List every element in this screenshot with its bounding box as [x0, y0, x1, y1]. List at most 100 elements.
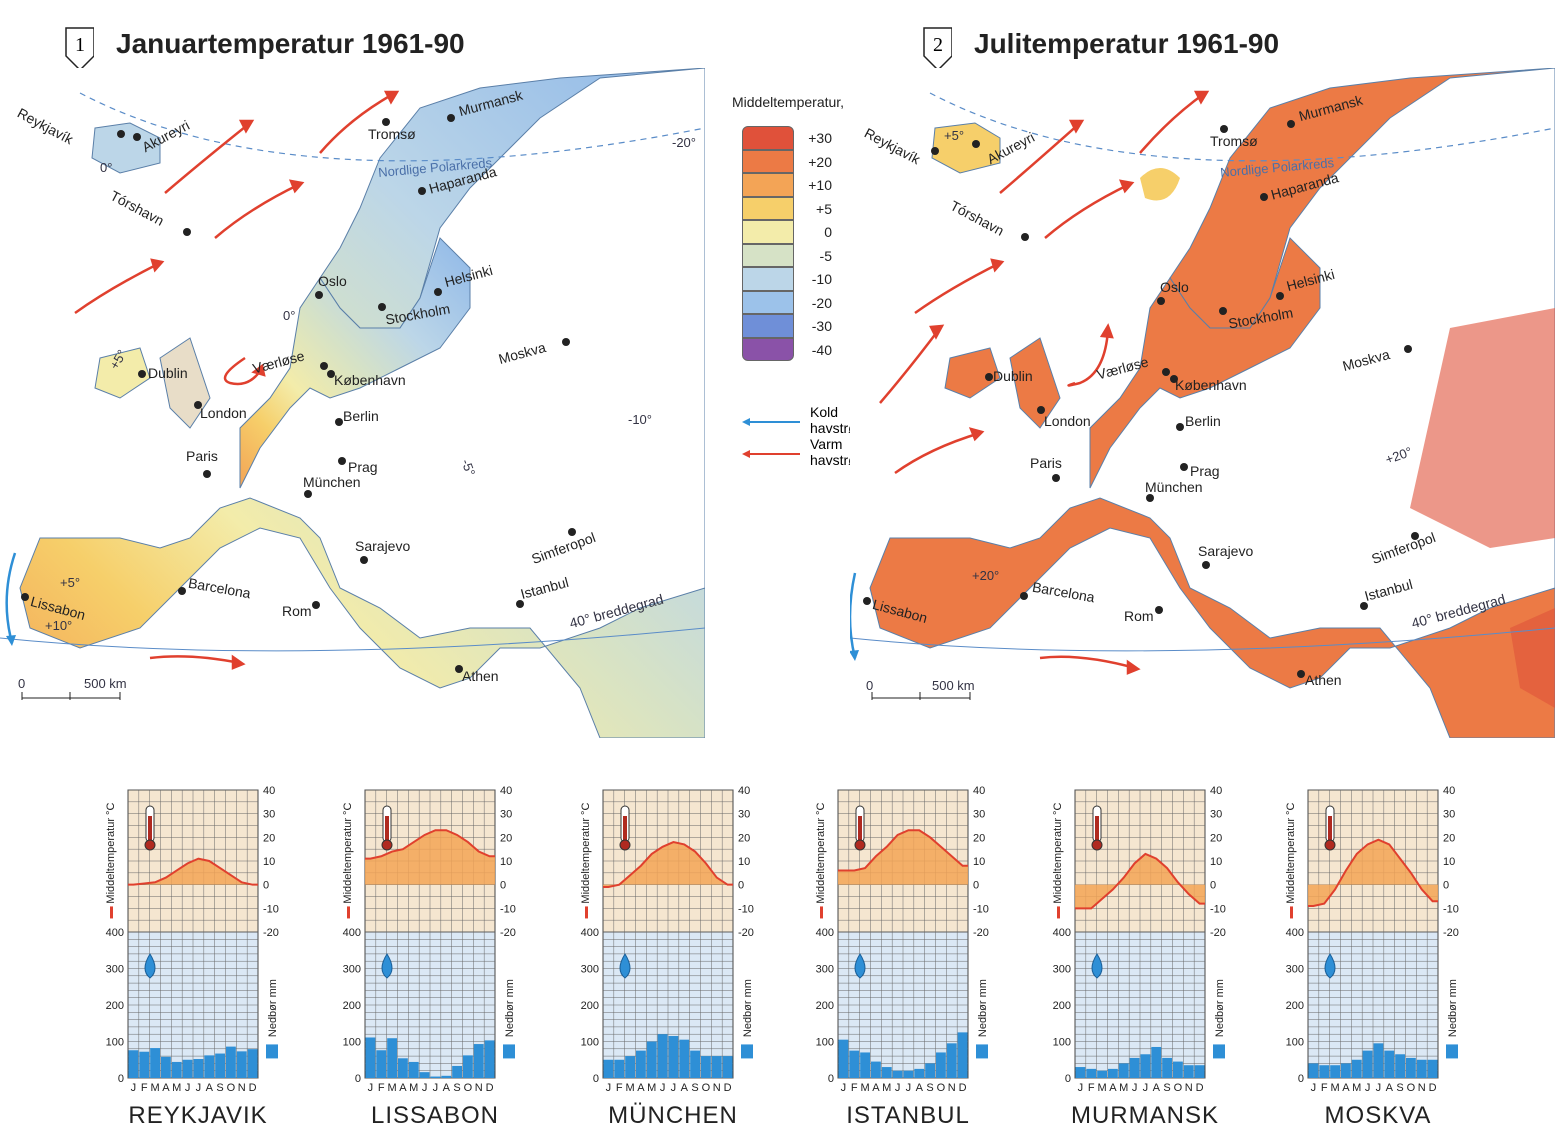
precipitation-bar	[603, 1059, 614, 1078]
precipitation-bar	[849, 1050, 860, 1078]
isotherm-label: -20°	[672, 135, 696, 150]
precipitation-bar	[657, 1034, 668, 1078]
city-marker	[1037, 406, 1045, 414]
temperature-tick: -10	[263, 903, 279, 915]
map-2-july	[850, 68, 1555, 738]
temperature-legend-mark	[820, 906, 823, 919]
precipitation-bar	[860, 1052, 870, 1078]
month-label: D	[1196, 1082, 1204, 1094]
month-label: M	[409, 1082, 418, 1094]
precipitation-bar	[1330, 1065, 1340, 1078]
precipitation-bar	[193, 1059, 204, 1078]
precipitation-bar	[376, 1050, 387, 1078]
temperature-tick: 0	[1443, 880, 1449, 892]
precipitation-tick: 100	[1053, 1037, 1071, 1049]
precipitation-tick: 400	[816, 927, 834, 939]
precipitation-tick: 0	[355, 1073, 361, 1085]
month-label: N	[475, 1082, 483, 1094]
precipitation-axis-title: Nedbør mm	[1214, 979, 1226, 1037]
month-label: D	[724, 1082, 732, 1094]
raindrop-icon	[144, 953, 156, 979]
city-marker	[434, 288, 442, 296]
temperature-tick: -20	[500, 927, 516, 939]
temperature-tick: 10	[263, 856, 275, 868]
city-label-tromso: Tromsø	[1210, 133, 1258, 149]
map-2-number: 2	[933, 34, 943, 56]
precipitation-axis-title: Nedbør mm	[504, 979, 516, 1037]
city-marker	[178, 587, 186, 595]
temperature-tick: 40	[500, 785, 512, 797]
month-label: F	[1321, 1082, 1328, 1094]
precipitation-bar	[419, 1072, 430, 1078]
city-label-dublin: Dublin	[993, 368, 1033, 384]
month-label: J	[895, 1082, 901, 1094]
city-marker	[117, 130, 125, 138]
city-marker	[562, 338, 570, 346]
cold-current-arrow-icon	[742, 418, 800, 426]
precipitation-tick: 0	[828, 1073, 834, 1085]
precipitation-tick: 0	[118, 1073, 124, 1085]
month-label: F	[851, 1082, 858, 1094]
precipitation-bar	[1183, 1065, 1194, 1078]
map-2-scale-zero: 0	[866, 678, 874, 693]
month-label: J	[131, 1082, 137, 1094]
city-label-kobenhavn: København	[1175, 377, 1247, 393]
month-label: S	[1163, 1082, 1170, 1094]
month-label: S	[691, 1082, 698, 1094]
precipitation-bar	[161, 1056, 171, 1078]
temperature-tick: 40	[263, 785, 275, 797]
temperature-line	[1075, 852, 1205, 910]
month-label: J	[1365, 1082, 1371, 1094]
city-marker	[1180, 463, 1188, 471]
legend-label: +30	[808, 130, 832, 146]
city-label-athen: Athen	[1305, 672, 1342, 688]
precipitation-tick: 300	[1053, 964, 1071, 976]
legend-label: -10	[811, 271, 832, 287]
temperature-legend: Middeltemperatur, °C +30 +20 +10 +5 0 -5 -10 -2…	[730, 92, 890, 492]
month-label: N	[948, 1082, 956, 1094]
precipitation-tick: 0	[593, 1073, 599, 1085]
month-label: J	[906, 1082, 912, 1094]
city-marker	[1146, 494, 1154, 502]
temperature-tick: -20	[1210, 927, 1226, 939]
month-label: A	[1342, 1082, 1350, 1094]
precipitation-bar	[226, 1046, 236, 1078]
precipitation-bar	[1373, 1043, 1384, 1078]
city-marker	[1020, 592, 1028, 600]
precipitation-bar	[473, 1044, 484, 1078]
isotherm-label: +5°	[944, 128, 965, 143]
city-label-london: London	[200, 405, 247, 421]
month-label: M	[1352, 1082, 1361, 1094]
month-label: J	[1143, 1082, 1149, 1094]
precipitation-tick: 200	[816, 1000, 834, 1012]
precipitation-bar	[1140, 1054, 1151, 1078]
isotherm-label: 0°	[283, 308, 296, 323]
temperature-legend-mark	[1057, 906, 1060, 919]
legend-label: +5	[816, 200, 832, 217]
temperature-tick: 20	[263, 832, 275, 844]
temperature-tick: 30	[738, 809, 750, 821]
city-marker	[312, 601, 320, 609]
month-label: J	[185, 1082, 191, 1094]
precipitation-bar	[936, 1052, 946, 1078]
precipitation-axis-title: Nedbør mm	[267, 979, 279, 1037]
precipitation-bar	[1086, 1068, 1097, 1078]
temperature-tick: 30	[263, 809, 275, 821]
temperature-line	[128, 857, 258, 886]
precipitation-legend-mark	[503, 1044, 515, 1059]
month-label: F	[616, 1082, 623, 1094]
city-label-tromso: Tromsø	[368, 126, 416, 142]
thermometer-icon	[1091, 805, 1103, 851]
temperature-line	[838, 829, 968, 872]
city-marker	[1176, 423, 1184, 431]
month-label: A	[681, 1082, 689, 1094]
city-marker	[1404, 345, 1412, 353]
precipitation-axis-title: Nedbør mm	[1447, 979, 1459, 1037]
month-label: A	[399, 1082, 407, 1094]
temperature-axis-title: Middeltemperatur °C	[580, 803, 592, 904]
precipitation-bar	[463, 1055, 473, 1078]
warm-current-arrow-icon	[742, 450, 800, 458]
precipitation-bar	[925, 1063, 935, 1078]
month-label: J	[1311, 1082, 1317, 1094]
legend-swatch	[742, 243, 794, 267]
